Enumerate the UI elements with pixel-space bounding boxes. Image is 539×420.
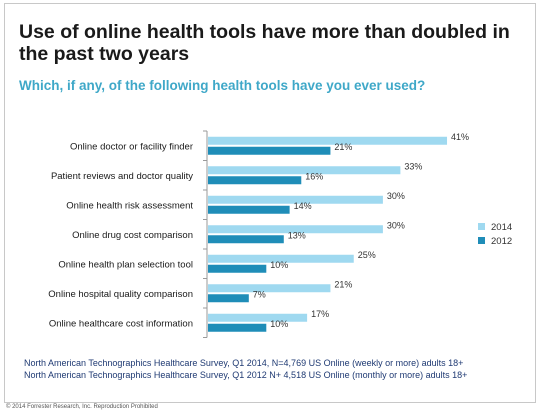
bar-2014-6 — [208, 313, 308, 322]
category-label: Online health risk assessment — [66, 200, 193, 211]
data-label-2012-3: 13% — [288, 230, 306, 240]
bar-2012-6 — [208, 323, 267, 332]
bar-2012-5 — [208, 294, 249, 303]
bar-2014-3 — [208, 225, 383, 234]
legend-swatch-2012 — [478, 237, 485, 244]
footnotes: North American Technographics Healthcare… — [24, 358, 529, 381]
bar-2012-3 — [208, 235, 284, 244]
data-label-2012-0: 21% — [334, 142, 352, 152]
data-label-2014-2: 30% — [387, 191, 405, 201]
category-label: Online healthcare cost information — [49, 318, 193, 329]
data-label-2014-1: 33% — [404, 161, 422, 171]
bar-2012-0 — [208, 146, 331, 155]
data-label-2012-4: 10% — [270, 260, 288, 270]
data-label-2014-6: 17% — [311, 309, 329, 319]
data-label-2012-1: 16% — [305, 171, 323, 181]
bar-2012-4 — [208, 264, 267, 273]
category-label: Online hospital quality comparison — [48, 289, 193, 300]
bar-2014-0 — [208, 136, 448, 145]
bar-2012-2 — [208, 205, 290, 214]
footnote-2014: North American Technographics Healthcare… — [24, 358, 464, 368]
category-label: Online doctor or facility finder — [70, 141, 193, 152]
legend-swatch-2014 — [478, 223, 485, 230]
chart-subtitle: Which, if any, of the following health t… — [19, 78, 426, 93]
bar-2014-2 — [208, 195, 383, 204]
data-label-2014-5: 21% — [334, 279, 352, 289]
bar-2014-1 — [208, 166, 401, 175]
chart-title: Use of online health tools have more tha… — [19, 21, 510, 65]
bar-2014-5 — [208, 284, 331, 293]
bar-2014-4 — [208, 254, 354, 263]
bar-2012-1 — [208, 176, 302, 185]
data-label-2014-3: 30% — [387, 220, 405, 230]
data-label-2012-2: 14% — [294, 201, 312, 211]
footnote-2012: North American Technographics Healthcare… — [24, 369, 468, 380]
category-label: Online drug cost comparison — [72, 230, 193, 241]
data-label-2014-0: 41% — [451, 132, 469, 142]
copyright-notice: © 2014 Forrester Research, Inc. Reproduc… — [6, 404, 158, 410]
category-label: Online health plan selection tool — [58, 259, 193, 270]
legend-label-2012: 2012 — [491, 236, 512, 247]
data-label-2012-5: 7% — [253, 289, 266, 299]
data-label-2012-6: 10% — [270, 319, 288, 329]
legend-label-2014: 2014 — [491, 222, 512, 233]
category-label: Patient reviews and doctor quality — [51, 171, 193, 182]
data-label-2014-4: 25% — [358, 250, 376, 260]
